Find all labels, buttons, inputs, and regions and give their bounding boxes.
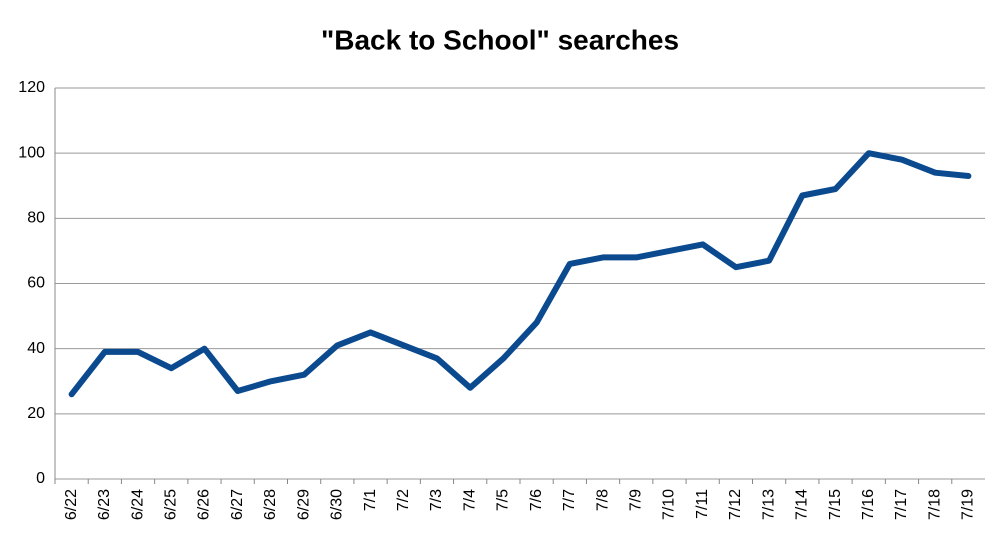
series-line — [68, 150, 972, 398]
x-tick-label: 6/28 — [262, 489, 279, 520]
x-tick-label: 7/18 — [926, 489, 943, 520]
chart-title: "Back to School" searches — [321, 24, 679, 55]
x-tick-label: 6/24 — [129, 489, 146, 520]
x-tick-label: 7/11 — [694, 489, 711, 519]
x-tick-label: 7/19 — [960, 489, 977, 520]
x-tick-label: 7/17 — [893, 489, 910, 520]
y-tick-label: 0 — [36, 470, 45, 487]
x-tick-label: 6/25 — [162, 489, 179, 520]
y-tick-label: 120 — [18, 79, 45, 96]
x-tick-label: 6/30 — [329, 489, 346, 520]
x-tick-label: 7/14 — [794, 489, 811, 520]
x-tick-label: 7/1 — [362, 489, 379, 511]
y-tick-label: 40 — [27, 340, 45, 357]
x-tick-label: 7/7 — [561, 489, 578, 511]
x-tick-label: 7/12 — [727, 489, 744, 520]
x-tick-label: 7/8 — [594, 489, 611, 511]
x-tick-label: 7/4 — [461, 489, 478, 511]
x-tick-label: 7/5 — [495, 489, 512, 511]
x-tick-label: 6/22 — [63, 489, 80, 520]
x-tick-label: 7/15 — [827, 489, 844, 520]
y-tick-label: 20 — [27, 405, 45, 422]
x-tick-label: 6/29 — [295, 489, 312, 520]
x-tick-label: 7/6 — [528, 489, 545, 511]
y-tick-label: 100 — [18, 144, 45, 161]
x-tick-label: 7/10 — [661, 489, 678, 520]
x-tick-label: 7/9 — [627, 489, 644, 511]
y-tick-label: 60 — [27, 275, 45, 292]
y-tick-label: 80 — [27, 210, 45, 227]
x-tick-label: 7/2 — [395, 489, 412, 511]
x-tick-label: 7/13 — [760, 489, 777, 520]
x-tick-label: 6/23 — [96, 489, 113, 520]
x-tick-label: 7/3 — [428, 489, 445, 511]
x-tick-label: 6/26 — [196, 489, 213, 520]
x-tick-label: 7/16 — [860, 489, 877, 520]
x-tick-label: 6/27 — [229, 489, 246, 520]
